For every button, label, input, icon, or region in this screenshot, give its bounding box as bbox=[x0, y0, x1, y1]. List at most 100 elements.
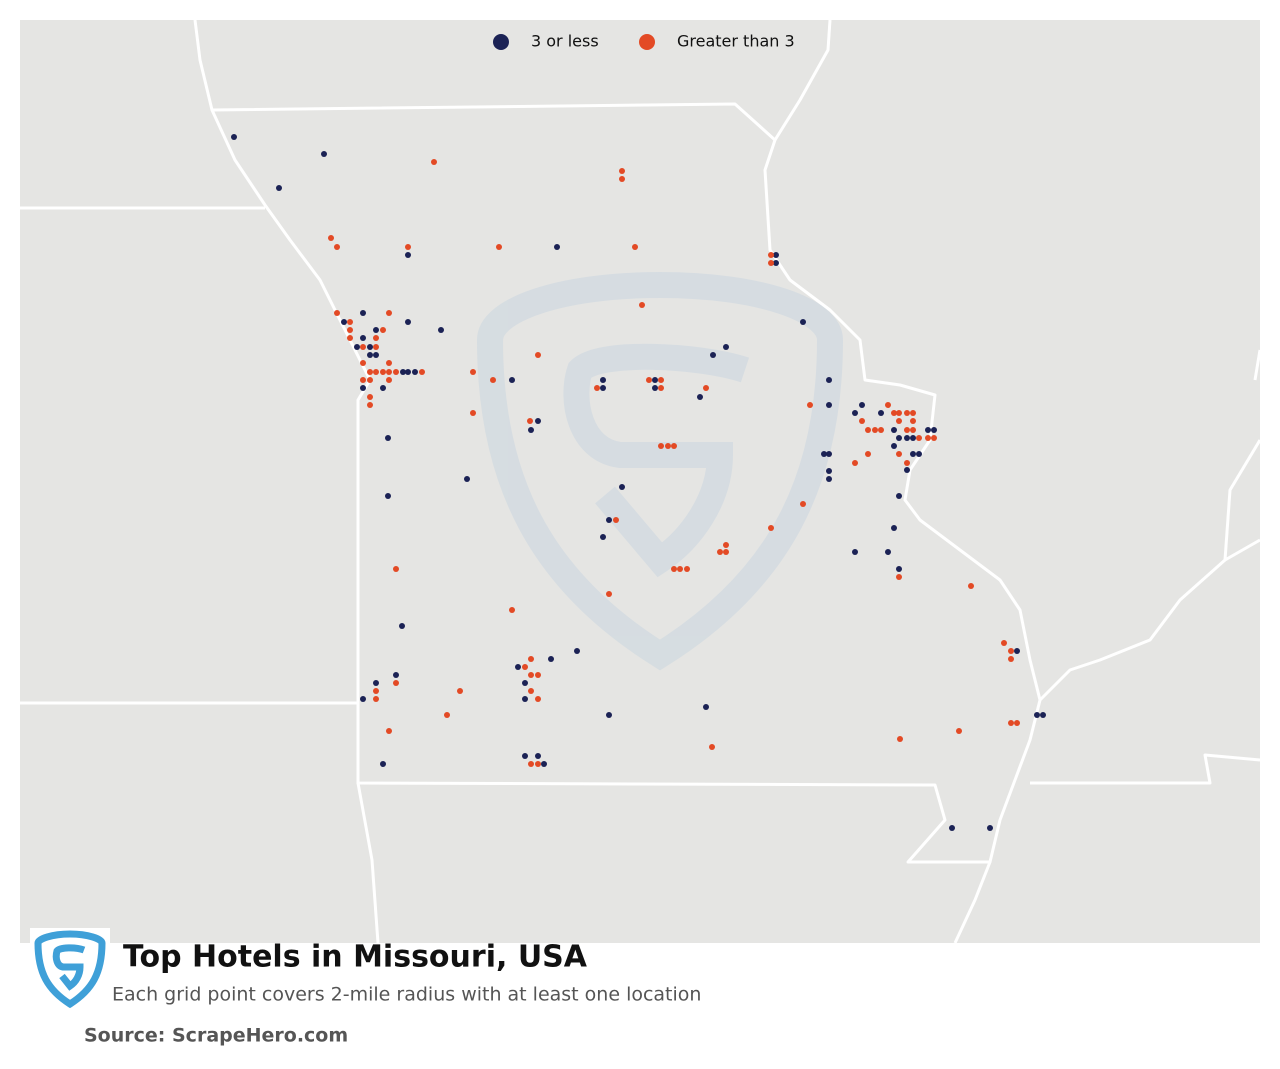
location-dot bbox=[768, 525, 774, 531]
location-dot bbox=[360, 696, 366, 702]
location-dot bbox=[419, 369, 425, 375]
location-dot bbox=[852, 460, 858, 466]
location-dot bbox=[826, 377, 832, 383]
location-dot bbox=[949, 825, 955, 831]
location-dot bbox=[878, 427, 884, 433]
location-dot bbox=[1008, 648, 1014, 654]
location-dot bbox=[321, 151, 327, 157]
location-dot bbox=[522, 696, 528, 702]
location-dot bbox=[904, 460, 910, 466]
location-dot bbox=[1001, 640, 1007, 646]
location-dot bbox=[380, 761, 386, 767]
title: Top Hotels in Missouri, USA bbox=[123, 940, 588, 975]
legend-label: Greater than 3 bbox=[677, 32, 795, 51]
location-dot bbox=[619, 176, 625, 182]
location-dot bbox=[925, 427, 931, 433]
location-dot bbox=[600, 385, 606, 391]
location-dot bbox=[891, 443, 897, 449]
location-dot bbox=[360, 377, 366, 383]
location-dot bbox=[773, 252, 779, 258]
location-dot bbox=[865, 427, 871, 433]
river-borders bbox=[953, 558, 1226, 944]
location-dot bbox=[373, 696, 379, 702]
location-dot bbox=[658, 377, 664, 383]
location-dot bbox=[528, 427, 534, 433]
location-dot bbox=[878, 410, 884, 416]
location-dot bbox=[360, 344, 366, 350]
location-dot bbox=[373, 335, 379, 341]
location-dot bbox=[859, 418, 865, 424]
location-dot bbox=[509, 377, 515, 383]
location-dot bbox=[380, 327, 386, 333]
location-dot bbox=[373, 344, 379, 350]
location-dot bbox=[910, 451, 916, 457]
legend: 3 or less Greater than 3 bbox=[493, 32, 795, 51]
location-dot bbox=[527, 418, 533, 424]
location-dot bbox=[1034, 712, 1040, 718]
location-dot bbox=[360, 335, 366, 341]
location-dot bbox=[632, 244, 638, 250]
location-dot bbox=[872, 427, 878, 433]
location-dot bbox=[373, 369, 379, 375]
location-dot bbox=[393, 369, 399, 375]
location-dot bbox=[859, 402, 865, 408]
location-dot bbox=[658, 385, 664, 391]
legend-label: 3 or less bbox=[531, 32, 599, 51]
location-dot bbox=[528, 672, 534, 678]
location-dot bbox=[535, 696, 541, 702]
location-dot bbox=[684, 566, 690, 572]
location-dot bbox=[528, 688, 534, 694]
location-dot bbox=[470, 369, 476, 375]
location-dot bbox=[896, 435, 902, 441]
location-dot bbox=[910, 435, 916, 441]
location-dot bbox=[826, 476, 832, 482]
location-dot bbox=[677, 566, 683, 572]
location-dot bbox=[658, 443, 664, 449]
location-dot bbox=[703, 704, 709, 710]
location-dot bbox=[904, 435, 910, 441]
location-dot bbox=[328, 235, 334, 241]
location-dot bbox=[347, 335, 353, 341]
location-dot bbox=[490, 377, 496, 383]
state-borders bbox=[20, 19, 1262, 944]
location-dot bbox=[496, 244, 502, 250]
location-dot bbox=[405, 319, 411, 325]
location-dot bbox=[373, 688, 379, 694]
location-dot bbox=[987, 825, 993, 831]
location-dot bbox=[464, 476, 470, 482]
location-dot bbox=[386, 377, 392, 383]
location-dot bbox=[386, 728, 392, 734]
dots bbox=[231, 134, 1046, 831]
location-dot bbox=[341, 319, 347, 325]
location-dot bbox=[910, 418, 916, 424]
location-dot bbox=[1040, 712, 1046, 718]
location-dot bbox=[800, 501, 806, 507]
source: Source: ScrapeHero.com bbox=[84, 1025, 348, 1047]
location-dot bbox=[380, 369, 386, 375]
location-dot bbox=[723, 344, 729, 350]
location-dot bbox=[826, 402, 832, 408]
watermark bbox=[476, 271, 844, 671]
location-dot bbox=[665, 443, 671, 449]
location-dot bbox=[548, 656, 554, 662]
location-dot bbox=[896, 451, 902, 457]
location-dot bbox=[276, 185, 282, 191]
location-dot bbox=[535, 761, 541, 767]
location-dot bbox=[386, 360, 392, 366]
location-dot bbox=[904, 427, 910, 433]
location-dot bbox=[606, 591, 612, 597]
location-dot bbox=[717, 549, 723, 555]
location-dot bbox=[768, 260, 774, 266]
location-dot bbox=[541, 761, 547, 767]
location-dot bbox=[535, 672, 541, 678]
location-dot bbox=[723, 542, 729, 548]
location-dot bbox=[931, 435, 937, 441]
location-dot bbox=[619, 168, 625, 174]
location-dot bbox=[231, 134, 237, 140]
location-dot bbox=[885, 402, 891, 408]
location-dot bbox=[347, 327, 353, 333]
location-dot bbox=[896, 410, 902, 416]
location-dot bbox=[852, 410, 858, 416]
